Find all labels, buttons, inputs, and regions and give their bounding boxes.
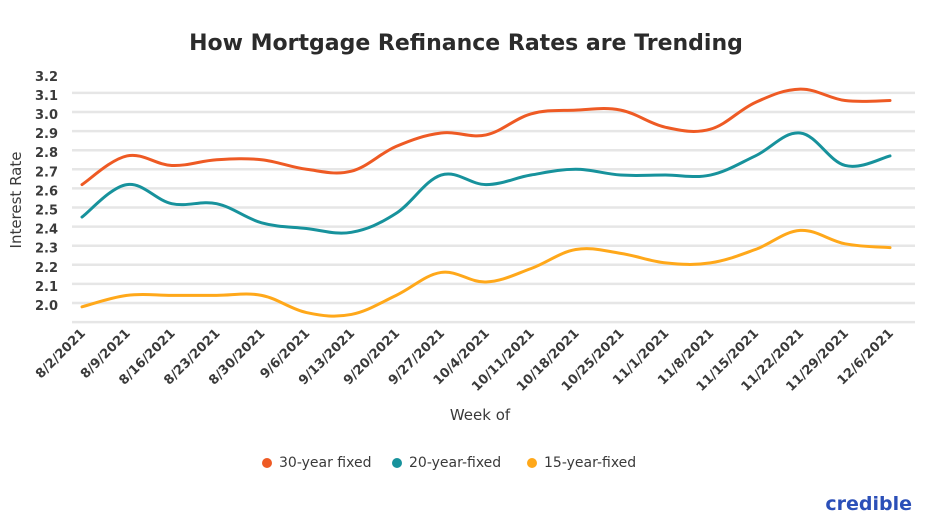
y-axis-ticks: 2.0 2.1 2.2 2.3 2.4 2.5 2.6 2.7 2.8 2.9 3.0 3.1 3.2 (35, 70, 58, 314)
y-tick-label: 2.9 (35, 127, 58, 142)
credible-logo: credible (825, 493, 912, 515)
y-tick-label: 3.0 (35, 108, 58, 123)
y-axis-label: Interest Rate (7, 152, 25, 249)
x-axis-ticks: 8/2/20218/9/20218/16/20218/23/20218/30/2… (33, 326, 897, 394)
y-tick-label: 2.1 (35, 280, 58, 295)
legend-label: 20-year-fixed (409, 455, 501, 471)
chart-title: How Mortgage Refinance Rates are Trendin… (189, 31, 743, 56)
x-axis-label: Week of (450, 406, 511, 424)
legend: 30-year fixed 20-year-fixed 15-year-fixed (262, 455, 636, 471)
legend-marker (527, 458, 537, 468)
y-tick-label: 2.4 (35, 223, 58, 238)
series-line-2 (80, 131, 892, 235)
y-tick-label: 2.8 (35, 146, 58, 161)
y-tick-label: 2.7 (35, 165, 58, 180)
y-tick-label: 2.6 (35, 184, 58, 199)
legend-marker (392, 458, 402, 468)
y-tick-label: 2.2 (35, 261, 58, 276)
y-tick-label: 3.1 (35, 89, 58, 104)
legend-label: 30-year fixed (279, 455, 371, 471)
y-tick-label: 2.5 (35, 204, 58, 219)
series-lines (80, 87, 892, 318)
legend-marker (262, 458, 272, 468)
legend-label: 15-year-fixed (544, 455, 636, 471)
y-tick-label: 3.2 (35, 70, 58, 85)
gridlines (72, 91, 915, 324)
y-tick-label: 2.0 (35, 299, 58, 314)
y-tick-label: 2.3 (35, 242, 58, 257)
